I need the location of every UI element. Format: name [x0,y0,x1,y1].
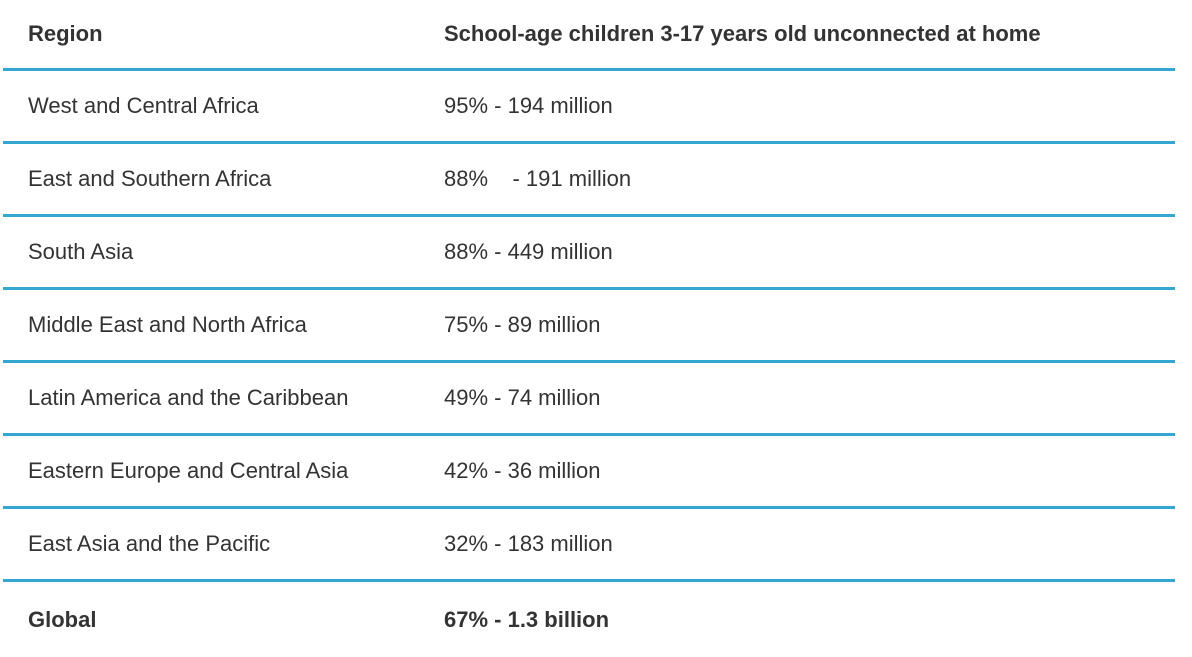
table-row: Latin America and the Caribbean 49% - 74… [3,363,1175,436]
table-row: West and Central Africa 95% - 194 millio… [3,71,1175,144]
total-value-cell: 67% - 1.3 billion [444,606,610,632]
header-region: Region [28,21,103,46]
region-cell: Middle East and North Africa [28,312,307,337]
value-cell: 49% - 74 million [444,385,601,410]
value-cell: 42% - 36 million [444,458,601,483]
region-cell: West and Central Africa [28,93,259,118]
value-cell: 88% - 191 million [444,166,632,191]
value-cell: 75% - 89 million [444,312,601,337]
table-header-row: Region School-age children 3-17 years ol… [3,0,1175,71]
table-row: Middle East and North Africa 75% - 89 mi… [3,290,1175,363]
header-unconnected-children: School-age children 3-17 years old uncon… [444,21,1041,46]
table-row: East Asia and the Pacific 32% - 183 mill… [3,509,1175,582]
table-total-row: Global 67% - 1.3 billion [3,582,1175,657]
table-row: Eastern Europe and Central Asia 42% - 36… [3,436,1175,509]
region-cell: Latin America and the Caribbean [28,385,349,410]
region-cell: East and Southern Africa [28,166,272,191]
value-cell: 32% - 183 million [444,531,613,556]
total-region-cell: Global [28,606,97,632]
region-cell: South Asia [28,239,134,264]
value-cell: 88% - 449 million [444,239,613,264]
table-row: South Asia 88% - 449 million [3,217,1175,290]
table-row: East and Southern Africa 88% - 191 milli… [3,144,1175,217]
region-cell: Eastern Europe and Central Asia [28,458,349,483]
connectivity-table: Region School-age children 3-17 years ol… [3,0,1175,657]
region-cell: East Asia and the Pacific [28,531,271,556]
value-cell: 95% - 194 million [444,93,613,118]
